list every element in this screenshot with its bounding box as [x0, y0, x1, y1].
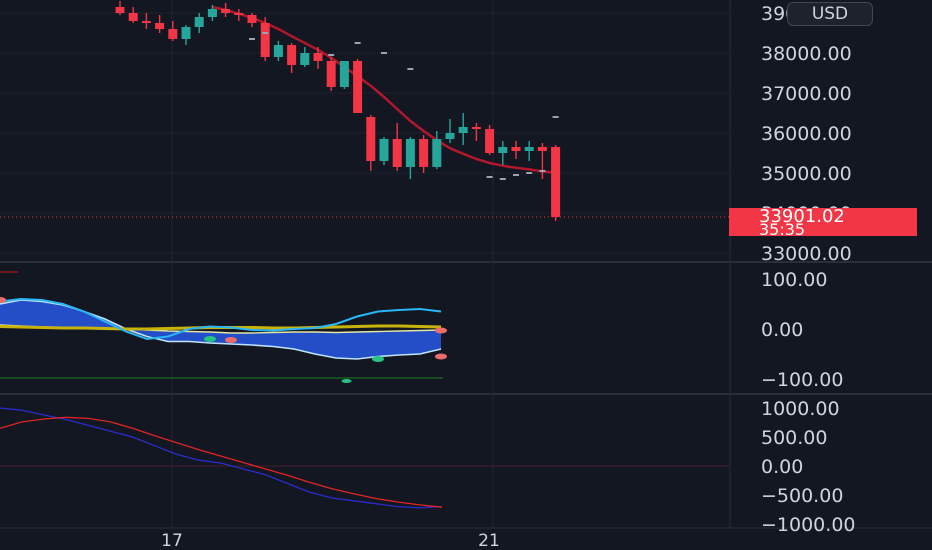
macd-pane[interactable] — [0, 407, 730, 509]
candle-body[interactable] — [287, 45, 297, 65]
candle-body[interactable] — [155, 23, 165, 29]
candle-body[interactable] — [379, 139, 389, 161]
indicator-dot — [328, 54, 335, 56]
candle-body[interactable] — [247, 15, 257, 23]
price-axis-tick: 37000.00 — [761, 83, 852, 105]
candle-body[interactable] — [511, 147, 521, 151]
oscillator-axis-tick: 100.00 — [761, 269, 827, 291]
macd-axis-tick: 1000.00 — [761, 398, 840, 420]
indicator-dot — [381, 52, 387, 54]
candle-body[interactable] — [366, 117, 376, 161]
price-axis-tick: 33000.00 — [761, 243, 852, 265]
oscillator-marker — [225, 337, 237, 343]
oscillator-marker — [435, 353, 447, 360]
price-axis-tick: 35000.00 — [761, 163, 852, 185]
indicator-dot — [249, 38, 255, 40]
candle-body[interactable] — [168, 29, 178, 39]
candle-body[interactable] — [419, 139, 429, 167]
indicator-dot — [552, 116, 559, 118]
indicator-dot — [539, 170, 546, 172]
macd-axis-tick: 0.00 — [761, 456, 803, 478]
indicator-dot — [407, 68, 414, 70]
candle-body[interactable] — [115, 7, 125, 13]
oscillator-axis-tick: 0.00 — [761, 319, 803, 341]
bar-countdown: 35:35 — [759, 220, 806, 239]
candle-body[interactable] — [432, 139, 442, 167]
candle-body[interactable] — [339, 61, 349, 87]
oscillator-marker — [0, 297, 6, 303]
indicator-dot — [513, 174, 519, 176]
candle-body[interactable] — [300, 53, 310, 65]
candle-body[interactable] — [313, 53, 323, 61]
candle-body[interactable] — [524, 147, 534, 151]
indicator-dot — [526, 172, 533, 174]
time-axis-tick: 21 — [478, 531, 500, 550]
macd-signal-line — [0, 416, 443, 508]
oscillator-main-line — [0, 297, 442, 341]
oscillator-marker — [341, 379, 352, 383]
candle-body[interactable] — [405, 139, 415, 167]
time-axis[interactable]: 17 21 — [161, 531, 500, 550]
price-axis-tick: 38000.00 — [761, 43, 852, 65]
oscillator-fill — [0, 300, 441, 359]
oscillator-marker — [204, 336, 216, 342]
candle-body[interactable] — [498, 147, 508, 153]
currency-button[interactable]: USD — [787, 2, 873, 26]
indicator-dot — [354, 42, 361, 44]
candle-body[interactable] — [141, 21, 151, 23]
last-price-tag: 33901.02 35:35 — [729, 206, 917, 239]
candle-body[interactable] — [273, 45, 283, 57]
candle-body[interactable] — [471, 127, 481, 129]
candle-body[interactable] — [207, 9, 217, 17]
oscillator-marker — [435, 327, 447, 334]
indicator-dot — [486, 176, 493, 178]
macd-axis-tick: −500.00 — [761, 485, 843, 507]
grid-lines — [0, 0, 932, 529]
candle-body[interactable] — [234, 13, 244, 15]
price-pane[interactable] — [0, 1, 730, 221]
candle-body[interactable] — [221, 9, 231, 13]
macd-line — [0, 407, 443, 509]
oscillator-pane[interactable] — [0, 271, 447, 383]
candle-body[interactable] — [353, 61, 363, 113]
last-price-value: 33901.02 — [759, 206, 845, 227]
candle-body[interactable] — [485, 129, 495, 153]
candle-body[interactable] — [260, 23, 270, 57]
price-axis-tick: 36000.00 — [761, 123, 852, 145]
candle-body[interactable] — [445, 133, 455, 139]
oscillator-marker — [372, 356, 384, 362]
candle-body[interactable] — [181, 27, 191, 39]
indicator-dot — [262, 32, 269, 34]
candle-body[interactable] — [326, 61, 336, 87]
candle-body[interactable] — [392, 139, 402, 167]
candle-body[interactable] — [128, 13, 138, 21]
indicator-dot — [499, 178, 506, 180]
candle-body[interactable] — [458, 127, 468, 133]
macd-axis-tick: −1000.00 — [761, 514, 856, 536]
oscillator-axis-tick: −100.00 — [761, 369, 843, 391]
candle-body[interactable] — [194, 17, 204, 27]
candle-body[interactable] — [537, 147, 547, 151]
time-axis-tick: 17 — [161, 531, 183, 550]
candle-body[interactable] — [551, 147, 561, 217]
macd-axis-tick: 500.00 — [761, 427, 827, 449]
